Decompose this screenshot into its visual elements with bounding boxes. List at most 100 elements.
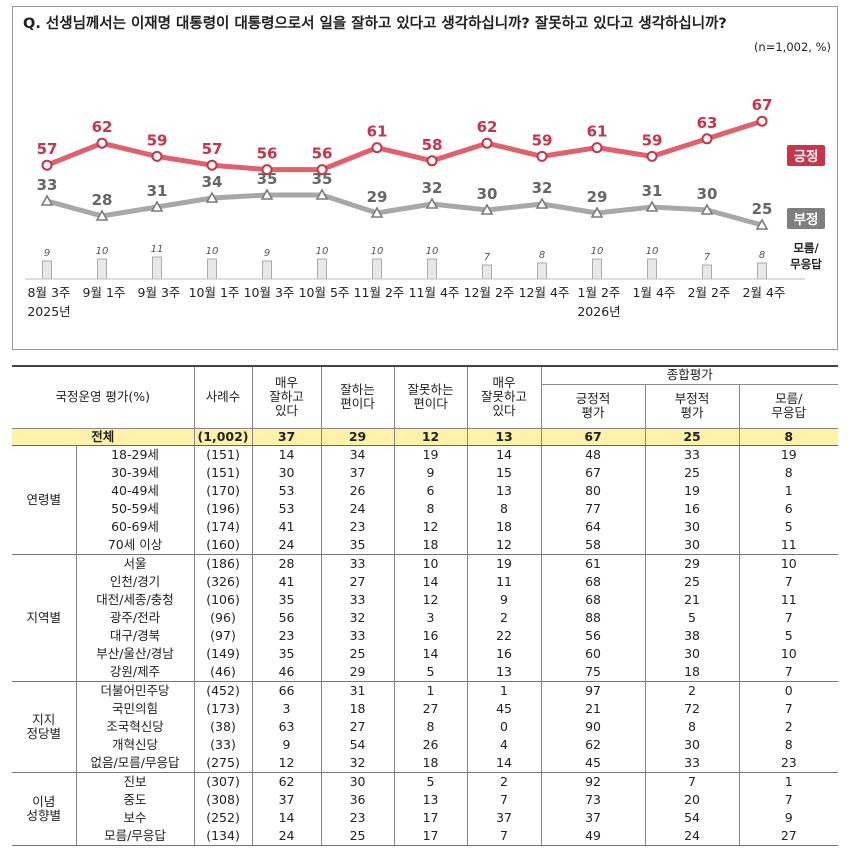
table-cell: 2 xyxy=(645,681,740,700)
dk-bar xyxy=(262,260,272,280)
table-cell: 8 xyxy=(645,717,740,736)
table-cell: 29 xyxy=(321,662,395,682)
table-cell: 14 xyxy=(394,644,468,663)
table-row: 지지 정당별 더불어민주당 (452) 66 31 1 1 97 2 0 xyxy=(12,681,838,773)
table-cell: 14 xyxy=(467,445,542,464)
negative-value-label: 32 xyxy=(532,179,553,197)
table-cell: 30 xyxy=(321,772,395,791)
dk-bars: 9 10 11 10 9 10 10 10 7 8 10 10 7 8 xyxy=(42,244,767,280)
table-cell: 5 xyxy=(784,518,793,534)
table-cell: 23 xyxy=(321,517,395,536)
row-n: (186) xyxy=(194,554,253,573)
dk-bar xyxy=(647,258,657,280)
negative-series: 33 28 31 34 35 35 29 32 30 32 29 31 30 25 xyxy=(37,170,773,230)
table-cell: 37 xyxy=(321,463,395,482)
row-n: (174) xyxy=(194,517,253,536)
table-cell: 48 xyxy=(541,445,646,464)
table-cell: 8 xyxy=(394,717,468,736)
x-tick-label: 10월 3주 xyxy=(244,285,295,300)
positive-point xyxy=(646,150,658,162)
row-n: (326) xyxy=(194,572,253,591)
table-cell: 25 xyxy=(321,644,395,663)
table-cell: 14 xyxy=(252,445,322,464)
table-cell: 26 xyxy=(321,481,395,500)
positive-value-label: 62 xyxy=(92,118,113,136)
table-cell: 14 xyxy=(252,808,322,827)
positive-value-label: 62 xyxy=(477,118,498,136)
dk-bar xyxy=(427,258,437,280)
crosstab-table: 국정운영 평가(%) 사례수 매우 잘하고 있다 잘하는 편이다 잘못하는 편이다 매우… xyxy=(12,365,839,846)
table-cell: 77 xyxy=(541,499,646,518)
negative-value-label: 25 xyxy=(752,200,773,218)
row-label: 60-69세 xyxy=(76,517,195,536)
table-cell: 45 xyxy=(541,753,646,773)
positive-value-label: 61 xyxy=(587,123,608,141)
table-cell: 7 xyxy=(784,700,793,716)
legend-negative-label: 부정 xyxy=(794,211,819,228)
row-n: (149) xyxy=(194,644,253,663)
table-cell: 66 xyxy=(252,681,322,700)
table-cell: 7 xyxy=(784,609,793,625)
table-cell: 32 xyxy=(321,753,395,773)
table-cell: 80 xyxy=(541,481,646,500)
header-item: 국정운영 평가(%) xyxy=(12,365,195,429)
positive-value-label: 59 xyxy=(147,131,168,149)
negative-value-label: 31 xyxy=(147,182,168,200)
positive-value-label: 56 xyxy=(312,145,333,163)
table-cell: 6 xyxy=(784,500,793,516)
table-cell: 23 xyxy=(321,808,395,827)
row-label: 18-29세 xyxy=(76,445,195,464)
negative-point xyxy=(205,191,219,203)
table-cell: 18 xyxy=(394,535,468,555)
negative-value-label: 29 xyxy=(367,188,388,206)
table-row: 70세 이상 (160) 24 35 18 12 58 30 11 xyxy=(12,535,839,555)
row-n: (38) xyxy=(194,717,253,736)
table-cell: 30 xyxy=(645,735,740,754)
table-cell: 5 xyxy=(784,627,793,643)
table-cell: 34 xyxy=(321,445,395,464)
x-tick-label: 9월 1주 xyxy=(83,285,126,300)
positive-point xyxy=(756,115,768,127)
table-cell: 1 xyxy=(784,773,793,789)
table-cell: 63 xyxy=(252,717,322,736)
positive-series: 57 62 59 57 56 56 61 58 62 59 61 59 63 67 xyxy=(37,96,772,176)
table-cell: 35 xyxy=(252,644,322,663)
table-row: 조국혁신당 (38) 63 27 8 0 90 8 2 xyxy=(12,717,838,736)
row-label: 개혁신당 xyxy=(76,735,195,754)
negative-point xyxy=(150,200,164,212)
table-row: 중도 (308) 37 36 13 7 73 20 7 xyxy=(12,790,838,809)
table-cell: 17 xyxy=(394,808,468,827)
table-cell: 23 xyxy=(252,626,322,645)
row-n: (106) xyxy=(194,590,253,609)
positive-line xyxy=(46,118,763,173)
negative-point xyxy=(315,188,329,200)
row-label: 대구/경북 xyxy=(76,626,195,645)
positive-value-label: 56 xyxy=(257,145,278,163)
x-tick-label: 11월 4주 xyxy=(409,285,460,300)
negative-point xyxy=(590,206,604,218)
x-tick-label: 11월 2주 xyxy=(354,285,405,300)
legend-dk-label-1: 모름/ xyxy=(793,241,819,255)
row-n: (33) xyxy=(194,735,253,754)
row-label: 인천/경기 xyxy=(76,572,195,591)
table-cell: 68 xyxy=(541,572,646,591)
table-cell: 10 xyxy=(394,554,468,573)
x-tick-label: 1월 2주 xyxy=(578,285,621,300)
positive-point xyxy=(536,150,548,162)
row-label: 서울 xyxy=(76,554,195,573)
positive-point xyxy=(481,137,493,149)
table-cell: 8 xyxy=(784,464,793,480)
row-label: 30-39세 xyxy=(76,463,195,482)
table-cell: 97 xyxy=(541,681,646,700)
table-cell: 58 xyxy=(541,535,646,555)
legend-negative-badge xyxy=(787,208,825,229)
table-row: 대전/세종/충청 (106) 35 33 12 9 68 21 11 xyxy=(12,590,838,609)
legend-dk-label-2: 무응답 xyxy=(790,257,822,271)
table-cell: 90 xyxy=(541,717,646,736)
positive-value-label: 57 xyxy=(37,140,58,158)
table-cell: 6 xyxy=(394,481,468,500)
dk-value-label: 10 xyxy=(316,246,329,257)
table-cell: 12 xyxy=(467,535,542,555)
table-row: 30-39세 (151) 30 37 9 15 67 25 8 xyxy=(12,463,838,482)
table-row: 지역별 서울 (186) 28 33 10 19 61 29 10 xyxy=(12,554,838,682)
